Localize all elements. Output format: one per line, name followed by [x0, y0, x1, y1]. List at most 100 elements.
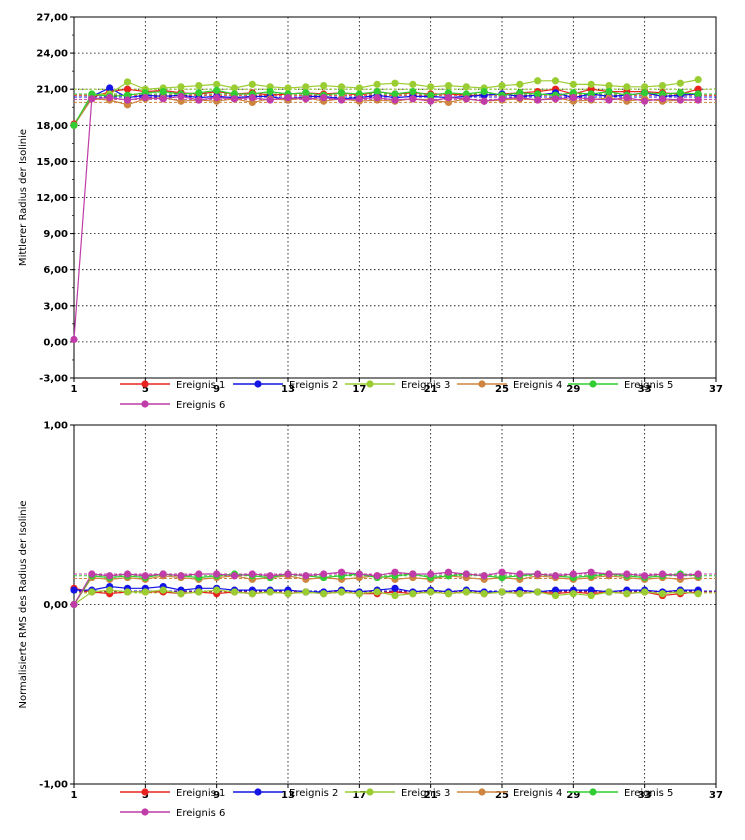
legend-label: Ereignis 2	[289, 788, 338, 799]
legend-label: Ereignis 4	[513, 380, 562, 391]
data-point	[551, 77, 560, 85]
y-tick-label: 0,00	[43, 337, 68, 348]
data-point	[373, 588, 381, 596]
legend-label: Ereignis 4	[513, 788, 562, 799]
x-tick-label: 29	[566, 384, 580, 395]
legend-marker	[589, 788, 597, 796]
data-point	[355, 570, 363, 578]
data-point	[480, 88, 488, 96]
legend-label: Ereignis 5	[624, 788, 673, 799]
data-point	[106, 84, 114, 92]
legend-entry: Ereignis 3	[345, 380, 450, 391]
data-point	[587, 586, 595, 594]
data-point	[444, 94, 453, 102]
data-point	[337, 83, 346, 91]
legend-label: Ereignis 1	[176, 788, 225, 799]
data-point	[70, 335, 78, 344]
data-point	[658, 570, 667, 578]
data-point	[409, 88, 417, 96]
data-point	[676, 79, 684, 87]
data-point	[498, 95, 506, 103]
data-point	[391, 591, 399, 600]
legend-marker	[254, 788, 262, 796]
data-point	[213, 80, 221, 88]
data-point	[230, 572, 239, 580]
data-point	[623, 94, 631, 102]
chart-2: -1,000,001,0015913172125293337Normalisie…	[18, 421, 723, 820]
data-point	[694, 590, 702, 598]
data-point	[444, 81, 453, 90]
data-point	[569, 590, 577, 598]
data-point	[266, 88, 274, 96]
data-point	[70, 586, 78, 594]
x-tick-label: 29	[566, 790, 580, 801]
data-point	[569, 80, 577, 88]
data-point	[213, 570, 221, 578]
legend-marker	[141, 380, 149, 388]
y-tick-label: -1,00	[39, 780, 68, 791]
x-tick-label: 33	[638, 384, 652, 395]
data-point	[302, 572, 310, 580]
data-point	[427, 570, 435, 578]
legend-entry: Ereignis 1	[120, 380, 225, 391]
data-point	[320, 590, 328, 598]
legend-entry: Ereignis 1	[120, 788, 225, 799]
data-point	[337, 89, 346, 97]
x-tick-label: 21	[424, 384, 438, 395]
data-point	[569, 94, 577, 102]
data-point	[658, 95, 667, 103]
legend-marker	[366, 788, 374, 796]
data-point	[195, 81, 203, 90]
data-point	[409, 95, 417, 103]
y-axis-label: Mittlerer Radius der Isolinie	[18, 129, 29, 266]
data-point	[694, 96, 702, 104]
y-tick-label: 21,00	[36, 85, 68, 96]
data-point	[587, 80, 595, 88]
data-point	[676, 89, 684, 97]
data-point	[391, 79, 399, 87]
data-point	[373, 94, 381, 102]
data-point	[605, 588, 613, 596]
data-point	[391, 90, 399, 98]
legend-label: Ereignis 3	[401, 380, 450, 391]
data-point	[605, 81, 613, 90]
data-point	[694, 75, 702, 84]
legend-label: Ereignis 5	[624, 380, 673, 391]
y-axis-label: Normalisierte RMS des Radius der Isolini…	[18, 500, 29, 708]
data-point	[123, 85, 132, 93]
data-point	[516, 94, 524, 102]
legend-label: Ereignis 1	[176, 380, 225, 391]
legend-entry: Ereignis 5	[568, 788, 673, 799]
data-point	[88, 588, 96, 596]
data-point	[427, 83, 435, 91]
data-point	[462, 95, 470, 103]
data-point	[569, 570, 577, 578]
data-point	[623, 570, 631, 578]
data-point	[284, 590, 292, 598]
data-point	[141, 572, 149, 580]
data-point	[106, 586, 114, 594]
data-point	[320, 570, 328, 578]
data-point	[605, 96, 613, 104]
data-point	[641, 89, 649, 97]
legend-marker	[141, 400, 149, 408]
data-point	[427, 97, 435, 105]
data-point	[551, 591, 560, 600]
legend-label: Ereignis 3	[401, 788, 450, 799]
data-point	[213, 86, 221, 95]
data-point	[641, 97, 649, 105]
x-tick-label: 37	[709, 790, 723, 801]
data-point	[551, 572, 560, 580]
data-point	[534, 588, 542, 596]
data-point	[248, 590, 256, 598]
series-line	[73, 575, 699, 605]
data-point	[373, 88, 381, 96]
data-point	[159, 570, 167, 578]
y-tick-label: 18,00	[36, 121, 68, 132]
data-point	[284, 570, 292, 578]
data-point	[337, 568, 346, 576]
x-tick-label: 17	[352, 790, 366, 801]
x-tick-label: 21	[424, 790, 438, 801]
x-tick-label: 9	[213, 384, 220, 395]
